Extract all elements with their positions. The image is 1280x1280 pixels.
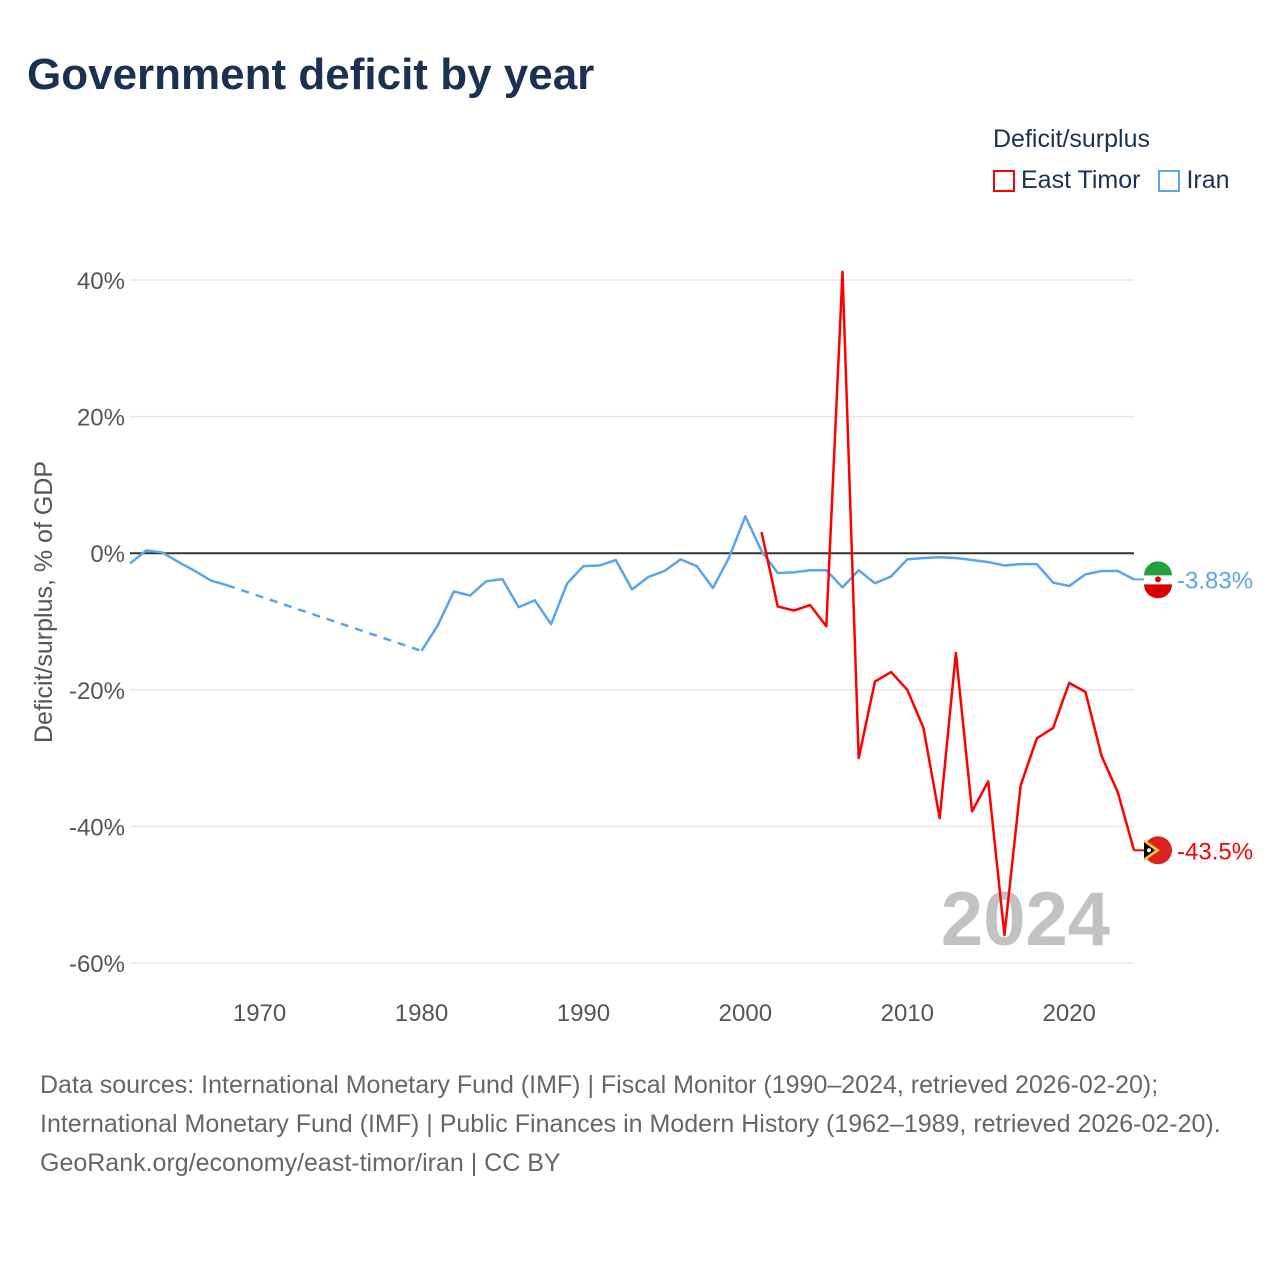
iran-flag-green — [1144, 561, 1172, 576]
series-line-iran — [420, 515, 1135, 652]
footer: Data sources: International Monetary Fun… — [40, 1066, 1240, 1183]
line-chart: Deficit/surplus, % of GDP 2024 40% 20% 0% -… — [30, 268, 1253, 1027]
x-tick-label: 2000 — [719, 1000, 772, 1027]
series-line-iran — [129, 549, 228, 587]
end-value-label-east-timor: -43.5% — [1177, 838, 1253, 865]
series-gap-iran — [226, 584, 422, 653]
legend-label: Iran — [1186, 166, 1230, 194]
y-tick-label: 20% — [77, 405, 125, 432]
y-tick-label: 40% — [77, 268, 125, 295]
chart-title: Government deficit by year — [27, 50, 595, 99]
legend-item-iran[interactable]: Iran — [1158, 166, 1230, 195]
legend-label: East Timor — [1021, 166, 1141, 194]
end-value-label-iran: -3.83% — [1177, 567, 1253, 594]
y-tick-label: 0% — [90, 541, 125, 568]
y-tick-label: -60% — [69, 951, 125, 978]
series-line-east-timor — [760, 270, 1136, 937]
y-tick-label: -40% — [69, 814, 125, 841]
x-tick-label: 2020 — [1043, 1000, 1096, 1027]
legend-item-east-timor[interactable]: East Timor — [993, 166, 1140, 195]
east-timor-flag-star — [1147, 848, 1151, 853]
iran-flag-emblem — [1155, 576, 1161, 583]
credit-link[interactable]: GeoRank.org/economy/east-timor/iran | CC… — [40, 1149, 561, 1177]
x-tick-label: 1980 — [395, 1000, 448, 1027]
y-tick-label: -20% — [69, 678, 125, 705]
data-sources: Data sources: International Monetary Fun… — [40, 1071, 1221, 1138]
x-tick-label: 2010 — [881, 1000, 934, 1027]
legend-swatch — [1158, 169, 1181, 192]
x-tick-label: 1990 — [557, 1000, 610, 1027]
x-tick-label: 1970 — [233, 1000, 286, 1027]
legend-title: Deficit/surplus — [993, 125, 1150, 153]
iran-flag-red — [1144, 584, 1172, 599]
y-axis-label: Deficit/surplus, % of GDP — [30, 461, 58, 743]
legend-swatch — [993, 169, 1015, 192]
legend: East Timor Iran — [993, 166, 1230, 195]
year-watermark: 2024 — [941, 877, 1110, 962]
